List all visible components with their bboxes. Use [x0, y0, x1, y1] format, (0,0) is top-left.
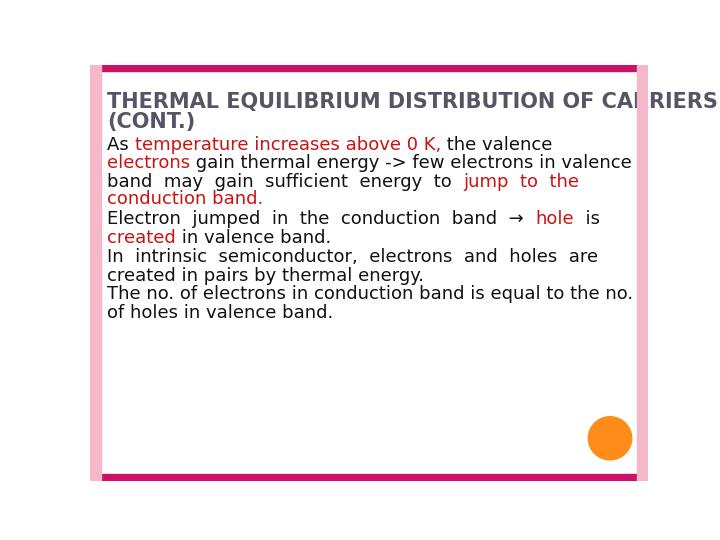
Text: gain thermal energy -> few electrons in valence: gain thermal energy -> few electrons in … — [190, 154, 632, 172]
Text: Electron  jumped  in  the  conduction  band  →: Electron jumped in the conduction band → — [107, 211, 535, 228]
Bar — [90, 65, 648, 71]
Text: is: is — [574, 211, 600, 228]
Text: jump  to  the: jump to the — [463, 173, 580, 191]
Text: of holes in valence band.: of holes in valence band. — [107, 303, 333, 321]
Text: created: created — [107, 229, 176, 247]
Text: band  may  gain  sufficient  energy  to: band may gain sufficient energy to — [107, 173, 463, 191]
Text: In  intrinsic  semiconductor,  electrons  and  holes  are: In intrinsic semiconductor, electrons an… — [107, 248, 598, 266]
Text: (CONT.): (CONT.) — [107, 112, 195, 132]
Bar — [90, 475, 648, 481]
Text: The no. of electrons in conduction band is equal to the no.: The no. of electrons in conduction band … — [107, 285, 633, 303]
Text: As: As — [107, 136, 135, 154]
Text: created in pairs by thermal energy.: created in pairs by thermal energy. — [107, 267, 424, 285]
Text: the valence: the valence — [441, 136, 552, 154]
Text: temperature increases above 0 K,: temperature increases above 0 K, — [135, 136, 441, 154]
Text: THERMAL EQUILIBRIUM DISTRIBUTION OF CARRIERS: THERMAL EQUILIBRIUM DISTRIBUTION OF CARR… — [107, 92, 718, 112]
Text: in valence band.: in valence band. — [176, 229, 331, 247]
Bar — [637, 65, 648, 481]
Bar — [90, 65, 101, 481]
Circle shape — [588, 417, 631, 460]
Text: hole: hole — [535, 211, 574, 228]
Text: conduction band.: conduction band. — [107, 190, 264, 208]
Text: electrons: electrons — [107, 154, 190, 172]
